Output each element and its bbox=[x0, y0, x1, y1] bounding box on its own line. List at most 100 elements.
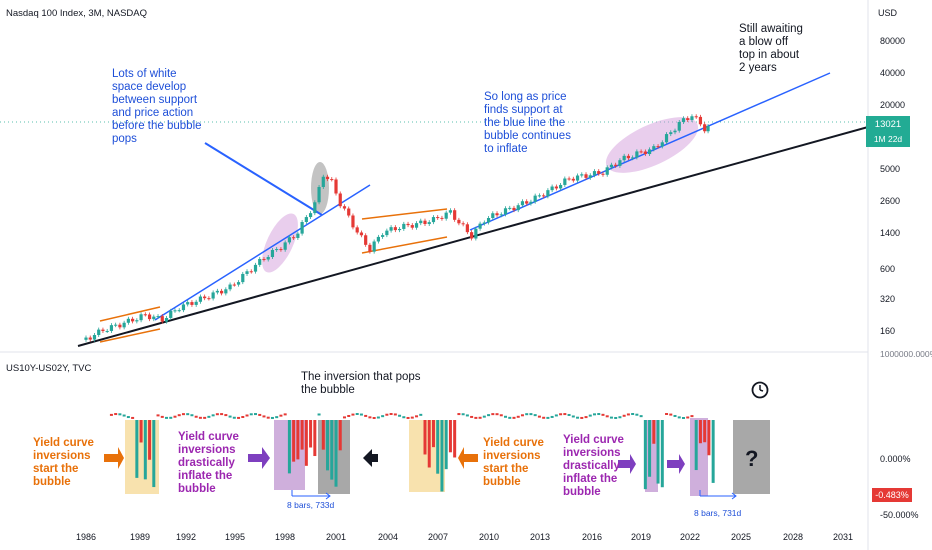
trend-line-1[interactable] bbox=[154, 184, 371, 321]
candle bbox=[448, 210, 453, 213]
time-tick: 2025 bbox=[730, 532, 752, 542]
channel-1[interactable] bbox=[99, 306, 161, 343]
spread-bar bbox=[338, 420, 342, 451]
measure-2[interactable] bbox=[699, 490, 737, 500]
spread-bar bbox=[249, 413, 253, 416]
spread-bar bbox=[669, 413, 673, 416]
spread-bar bbox=[576, 416, 580, 419]
spread-bar bbox=[287, 420, 291, 474]
candle bbox=[647, 149, 652, 155]
spread-bar bbox=[487, 414, 491, 417]
candle bbox=[321, 176, 325, 187]
annotation-inversion-pops[interactable]: The inversion that pops the bubble bbox=[301, 371, 421, 396]
spread-bar bbox=[122, 414, 126, 417]
measure-1[interactable] bbox=[291, 490, 331, 500]
spread-bar bbox=[525, 413, 529, 416]
candle bbox=[84, 337, 88, 340]
candle bbox=[385, 230, 389, 236]
candle bbox=[109, 325, 114, 331]
spread-bar bbox=[609, 416, 613, 419]
candle bbox=[410, 225, 414, 228]
spread-bar bbox=[160, 415, 164, 418]
spread-bar bbox=[220, 413, 224, 416]
spread-bar bbox=[194, 415, 198, 418]
candle bbox=[173, 310, 177, 312]
time-tick: 2001 bbox=[325, 532, 347, 542]
spread-bar bbox=[156, 414, 160, 417]
spread-bar bbox=[588, 414, 592, 417]
spread-bar bbox=[698, 420, 702, 444]
candle bbox=[669, 132, 673, 135]
spread-bar bbox=[453, 420, 457, 458]
time-tick: 1992 bbox=[175, 532, 197, 542]
annotation-inflate-1[interactable]: Yield curve inversions drastically infla… bbox=[178, 431, 239, 495]
candle bbox=[139, 314, 143, 321]
spread-bar bbox=[300, 420, 304, 450]
candle bbox=[105, 330, 109, 332]
spread-bar bbox=[571, 415, 575, 418]
candle bbox=[457, 219, 461, 224]
yield-tick: -50.000% bbox=[880, 510, 919, 520]
candle bbox=[313, 202, 317, 214]
bubble-highlight-2 bbox=[605, 117, 699, 173]
candle bbox=[304, 217, 308, 223]
candle bbox=[308, 213, 313, 218]
candle bbox=[584, 174, 588, 178]
spread-bar bbox=[419, 413, 423, 416]
candle bbox=[279, 249, 283, 251]
annotation-awaiting[interactable]: Still awaiting a blow off top in about 2… bbox=[739, 23, 803, 74]
candle bbox=[347, 208, 351, 216]
candle bbox=[402, 223, 406, 229]
candle bbox=[143, 314, 147, 316]
annotation-start-2[interactable]: Yield curve inversions start the bubble bbox=[483, 437, 544, 488]
annotation-white-space[interactable]: Lots of white space develop between supp… bbox=[112, 68, 202, 145]
spread-bar bbox=[279, 414, 283, 417]
chart-title[interactable]: Nasdaq 100 Index, 3M, NASDAQ bbox=[6, 8, 147, 19]
yield-tick: 0.000% bbox=[880, 454, 911, 464]
spread-bar bbox=[410, 416, 414, 419]
spread-bar bbox=[118, 413, 122, 416]
candle bbox=[88, 337, 92, 340]
candle bbox=[368, 244, 372, 252]
candle bbox=[440, 217, 444, 219]
candle bbox=[253, 264, 258, 272]
candle bbox=[118, 324, 122, 328]
candle bbox=[296, 233, 300, 238]
time-tick: 2028 bbox=[782, 532, 804, 542]
annotation-inflate-2[interactable]: Yield curve inversions drastically infla… bbox=[563, 434, 624, 498]
spread-bar bbox=[270, 416, 274, 419]
spread-bar bbox=[368, 416, 372, 419]
annotation-start-1[interactable]: Yield curve inversions start the bubble bbox=[33, 437, 94, 488]
candle bbox=[203, 296, 207, 299]
white-space-arrow[interactable] bbox=[204, 142, 323, 216]
spread-bar bbox=[342, 416, 346, 419]
spread-bar bbox=[622, 414, 626, 417]
candle bbox=[325, 176, 330, 180]
candle bbox=[660, 142, 664, 147]
channel-2[interactable] bbox=[361, 208, 448, 254]
spread-bar bbox=[406, 416, 410, 419]
spread-bar bbox=[228, 415, 232, 418]
spread-bar bbox=[665, 413, 669, 416]
bars-label-1: 8 bars, 733d bbox=[287, 500, 335, 510]
spread-bar bbox=[508, 416, 512, 419]
spread-bar bbox=[593, 413, 596, 416]
candle bbox=[614, 164, 618, 166]
spread-bar bbox=[584, 416, 588, 419]
candle bbox=[147, 314, 152, 320]
candle bbox=[342, 206, 347, 209]
time-tick: 2013 bbox=[529, 532, 551, 542]
spread-bar bbox=[686, 416, 690, 419]
candle bbox=[499, 214, 503, 216]
spread-bar bbox=[605, 415, 609, 418]
spread-bar bbox=[444, 420, 448, 470]
arrow-left-icon bbox=[363, 449, 378, 467]
annotation-support[interactable]: So long as price finds support at the bl… bbox=[484, 91, 571, 155]
spread-bar bbox=[211, 414, 215, 417]
indicator-title[interactable]: US10Y-US02Y, TVC bbox=[6, 363, 92, 374]
candle bbox=[317, 186, 321, 203]
spread-bar bbox=[516, 415, 520, 418]
candle bbox=[389, 227, 393, 231]
spread-bar bbox=[296, 420, 300, 460]
